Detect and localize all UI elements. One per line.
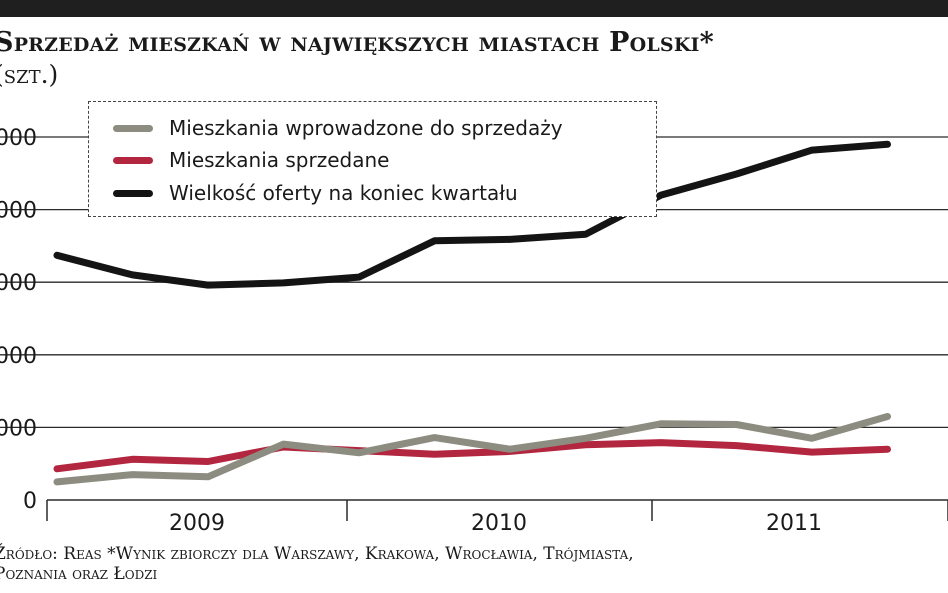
- data-point: [887, 416, 888, 418]
- x-year-label: 2011: [766, 511, 822, 536]
- legend-label-introduced: Mieszkania wprowadzone do sprzedaży: [169, 116, 563, 140]
- legend-swatch-introduced: [113, 124, 153, 132]
- top-bar: [0, 0, 948, 17]
- series-line-0: [53, 413, 891, 486]
- y-tick-label: 0: [23, 489, 37, 514]
- data-point: [56, 481, 58, 483]
- data-point: [585, 233, 586, 235]
- x-axis-year-labels: 2009 2010 2011: [169, 511, 822, 536]
- series-line-2: [53, 140, 891, 289]
- data-point: [887, 448, 888, 450]
- y-tick-label: 50000: [0, 126, 37, 151]
- data-point: [207, 461, 209, 463]
- legend: Mieszkania wprowadzone do sprzedaży Mies…: [88, 101, 657, 217]
- x-axis: [46, 499, 948, 521]
- y-tick-label: 20000: [0, 344, 37, 369]
- data-point: [434, 437, 435, 439]
- data-point: [660, 194, 662, 196]
- x-year-label: 2010: [471, 511, 527, 536]
- legend-item-offer: Wielkość oferty na koniec kwartału: [113, 178, 518, 208]
- data-point: [736, 445, 737, 447]
- data-point: [811, 451, 813, 453]
- data-point: [811, 437, 813, 439]
- data-point: [56, 254, 58, 256]
- legend-item-introduced: Mieszkania wprowadzone do sprzedaży: [113, 113, 563, 143]
- source-line-1: Źródło: Reas *Wynik zbiorczy dla Warszaw…: [0, 544, 634, 564]
- chart-subtitle: (szt.): [0, 60, 59, 89]
- data-point: [207, 476, 209, 478]
- data-point: [887, 143, 888, 145]
- data-point: [434, 453, 435, 455]
- legend-swatch-offer: [113, 189, 153, 197]
- y-tick-label: 10000: [0, 416, 37, 441]
- data-point: [660, 423, 662, 425]
- data-point: [132, 474, 133, 476]
- data-point: [132, 274, 133, 276]
- data-point: [736, 173, 737, 175]
- legend-swatch-sold: [113, 156, 153, 164]
- data-point: [434, 240, 435, 242]
- data-point: [509, 448, 511, 450]
- legend-label-sold: Mieszkania sprzedane: [169, 148, 390, 172]
- data-point: [509, 238, 511, 240]
- series-lines: [53, 140, 891, 486]
- data-point: [283, 282, 284, 284]
- data-point: [585, 444, 586, 446]
- legend-item-sold: Mieszkania sprzedane: [113, 145, 389, 175]
- data-point: [207, 284, 209, 286]
- y-axis-ticks: 0 10000 20000 30000 40000 50000: [0, 126, 37, 514]
- series-line-1: [53, 439, 891, 473]
- data-point: [283, 443, 284, 445]
- source-note: Źródło: Reas *Wynik zbiorczy dla Warszaw…: [0, 544, 634, 584]
- data-point: [358, 276, 360, 278]
- source-line-2: Poznania oraz Łodzi: [0, 564, 158, 584]
- data-point: [811, 149, 813, 151]
- data-point: [132, 458, 133, 460]
- y-tick-label: 40000: [0, 199, 37, 224]
- chart-title: Sprzedaż mieszkań w największych miastac…: [0, 27, 714, 58]
- y-tick-label: 30000: [0, 271, 37, 296]
- x-year-label: 2009: [169, 511, 225, 536]
- data-point: [56, 468, 58, 470]
- data-point: [358, 452, 360, 454]
- data-point: [585, 437, 586, 439]
- legend-label-offer: Wielkość oferty na koniec kwartału: [169, 181, 518, 205]
- data-point: [660, 442, 662, 444]
- data-point: [736, 423, 737, 425]
